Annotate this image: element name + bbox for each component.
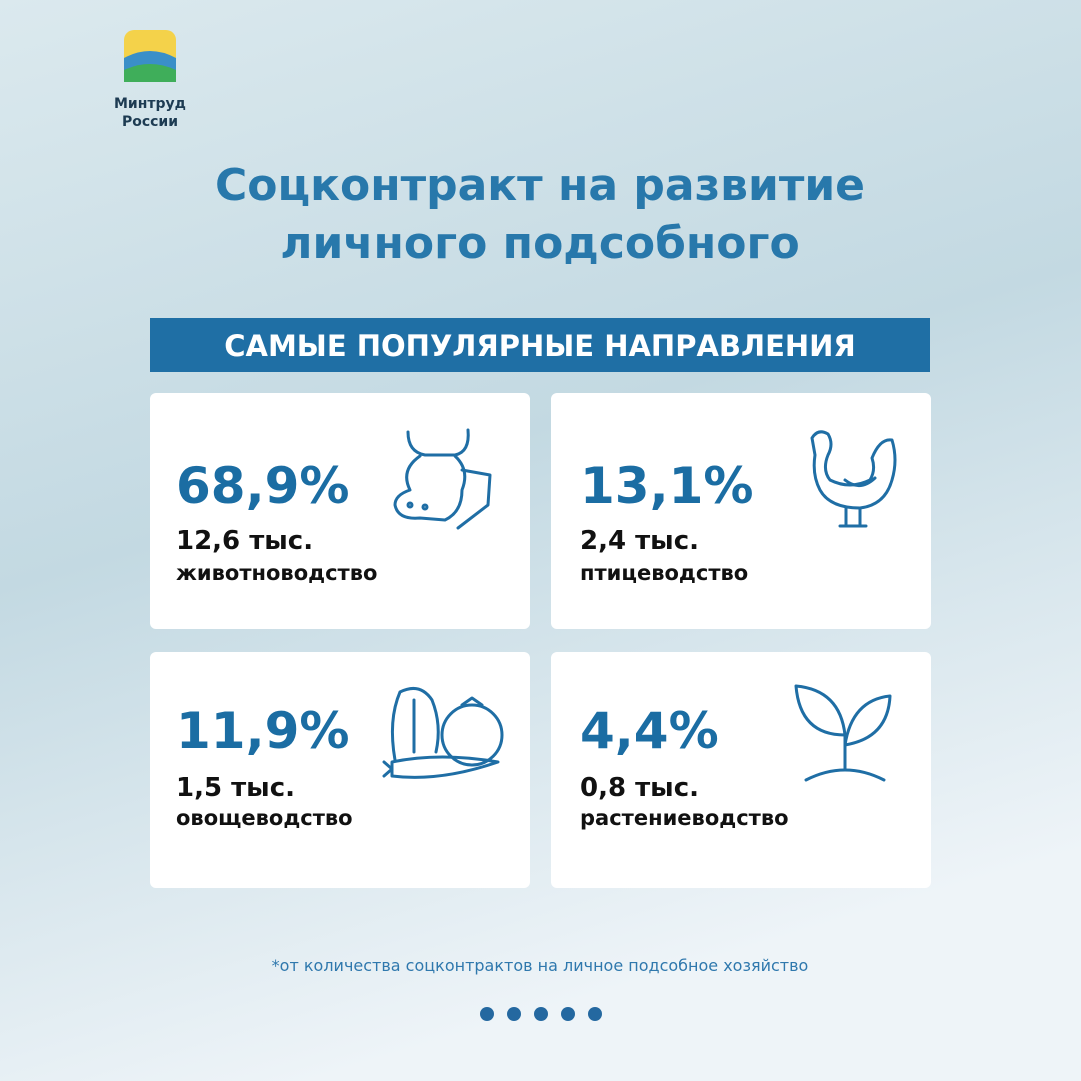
title: Соцконтракт на развитие [215,160,865,211]
pager [480,1007,602,1021]
card: 4,4% 0,8 тыс. растениеводство [551,652,931,888]
logo: Минтруд России [114,30,186,130]
cow-icon [393,428,492,530]
pager-dot[interactable] [534,1007,548,1021]
card-bg [551,652,931,888]
vegetables-icon [382,686,504,779]
logo-text: Минтруд [114,96,186,112]
card: 68,9% 12,6 тыс. животноводство [150,393,530,629]
card-label: птицеводство [580,561,748,585]
card-bg [150,393,530,629]
chicken-icon [810,430,897,528]
card-percent: 13,1% [580,457,753,515]
card: 11,9% 1,5 тыс. овощеводство [150,652,530,888]
sprout-icon [794,684,892,782]
pager-dot[interactable] [588,1007,602,1021]
logo-field [124,64,176,82]
banner [150,318,930,372]
card-count: 12,6 тыс. [176,526,313,556]
title: личного подсобного [280,218,799,269]
card-percent: 68,9% [176,457,349,515]
card-count: 0,8 тыс. [580,773,699,803]
card-label: овощеводство [176,806,353,830]
logo-text: России [122,114,178,130]
banner-text: САМЫЕ ПОПУЛЯРНЫЕ НАПРАВЛЕНИЯ [224,329,856,363]
card-count: 1,5 тыс. [176,773,295,803]
card-percent: 4,4% [580,702,719,760]
footnote: *от количества соцконтрактов на личное п… [272,956,809,975]
pager-dot[interactable] [561,1007,575,1021]
card-label: растениеводство [580,806,789,830]
pager-dot[interactable] [507,1007,521,1021]
card-percent: 11,9% [176,702,349,760]
card: 13,1% 2,4 тыс. птицеводство [551,393,931,629]
pager-dot[interactable] [480,1007,494,1021]
card-label: животноводство [176,561,377,585]
card-bg [551,393,931,629]
card-count: 2,4 тыс. [580,526,699,556]
